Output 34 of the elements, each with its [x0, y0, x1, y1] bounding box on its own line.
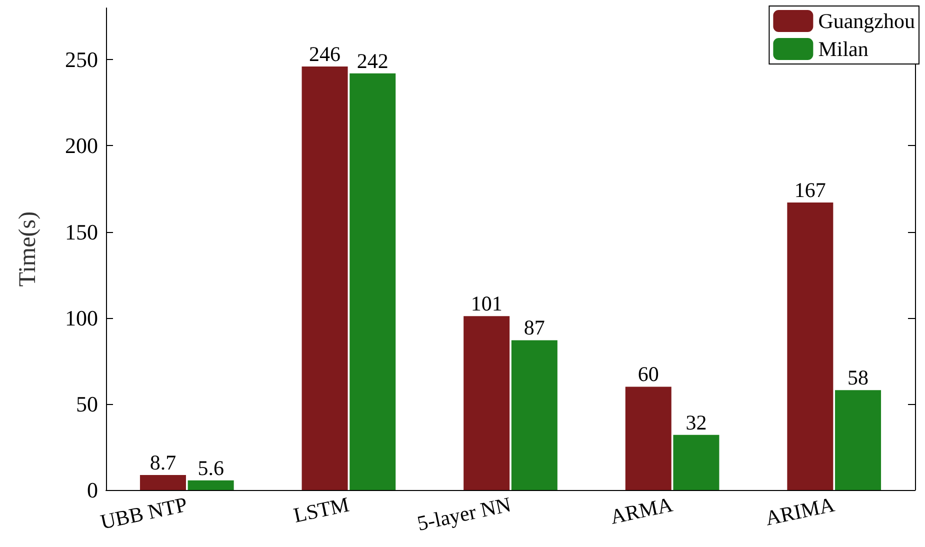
legend-label: Milan — [818, 37, 869, 61]
data-label: 167 — [794, 178, 826, 202]
y-tick-label: 0 — [87, 478, 98, 502]
legend-label: Guangzhou — [818, 9, 916, 33]
y-tick-label: 150 — [65, 219, 98, 244]
bar — [464, 316, 510, 490]
bar — [787, 202, 834, 490]
data-label: 5.6 — [198, 456, 224, 480]
bar — [835, 390, 882, 490]
data-label: 58 — [848, 366, 869, 390]
data-label: 8.7 — [150, 450, 176, 475]
bar — [140, 475, 186, 490]
data-label: 246 — [309, 42, 341, 66]
y-tick-label: 50 — [76, 391, 98, 416]
data-label: 32 — [686, 410, 707, 434]
x-tick-label: 5-layer NN — [415, 492, 513, 536]
y-tick-label: 200 — [65, 133, 98, 158]
y-axis-title: Time(s) — [15, 211, 41, 287]
data-label: 60 — [638, 362, 659, 386]
bar — [302, 66, 348, 490]
y-tick-label: 100 — [65, 305, 98, 330]
x-tick-label: ARIMA — [763, 492, 837, 530]
bar — [673, 434, 720, 490]
bar — [188, 480, 234, 490]
data-label: 242 — [356, 48, 388, 73]
y-tick-label: 250 — [65, 47, 98, 72]
bar — [625, 386, 672, 490]
data-label: 87 — [524, 316, 545, 340]
x-tick-label: LSTM — [291, 492, 352, 528]
bar — [350, 73, 396, 490]
bar — [511, 340, 558, 490]
x-tick-label: ARMA — [608, 492, 675, 529]
data-label: 101 — [470, 292, 502, 316]
x-tick-label: UBB NTP — [98, 492, 190, 534]
